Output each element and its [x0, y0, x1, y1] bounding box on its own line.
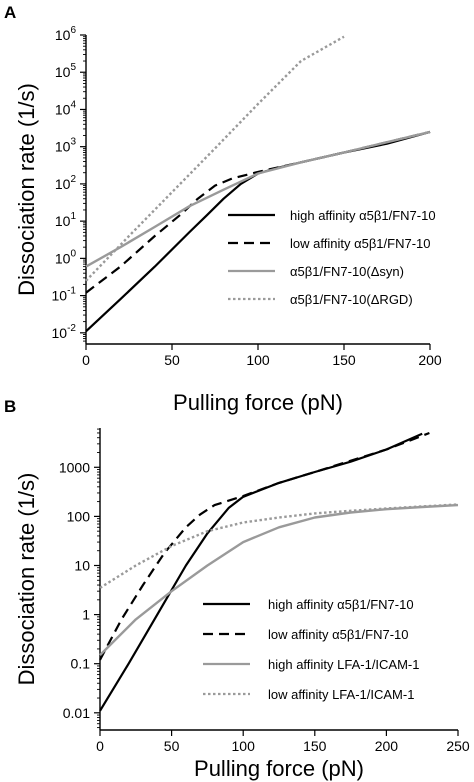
panel-a-series-line-3: [85, 130, 431, 268]
tick-label-base: 10: [55, 250, 71, 266]
panel-a-x-tick-label: 200: [418, 352, 442, 368]
panel-a-series-line-2: [85, 130, 431, 294]
panel-a-x-tick-label: 0: [82, 352, 90, 368]
panel-b-y-tick-label: 100: [67, 508, 91, 524]
panel-b-x-tick-label: 100: [232, 738, 256, 754]
tick-label-exponent: 4: [70, 99, 76, 110]
panel-a-y-axis-title: Dissociation rate (1/s): [14, 83, 39, 296]
panel-b-series-line-2: [99, 431, 430, 661]
tick-label-exponent: 0: [70, 248, 76, 259]
panel-a-legend-label-3: α5β1/FN7-10(Δsyn): [290, 264, 404, 279]
panel-b-x-tick-label: 150: [303, 738, 327, 754]
tick-label-base: 10: [55, 64, 71, 80]
panel-b-x-tick-label: 0: [96, 738, 104, 754]
panel-a-legend-label-2: low affinity α5β1/FN7-10: [290, 236, 430, 251]
panel-a-x-tick-label: 100: [246, 352, 270, 368]
panel-b-series-line-3: [99, 503, 459, 656]
tick-label-exponent: 3: [70, 137, 76, 148]
panel-b-x-axis-title: Pulling force (pN): [194, 756, 364, 781]
tick-label-base: 10: [55, 27, 71, 43]
panel-a: A 0 50 100 150 20010-210-1100101102103104105…: [4, 3, 442, 415]
panel-b-series-line-4: [99, 503, 459, 589]
panel-a-x-tick-label: 150: [332, 352, 356, 368]
panel-b-y-tick-label: 10: [74, 557, 90, 573]
panel-b-x-tick-label: 50: [164, 738, 180, 754]
tick-label-base: 10: [55, 213, 71, 229]
panel-a-y-tick-label: 10-2: [52, 323, 77, 341]
tick-label-exponent: 1: [70, 211, 76, 222]
panel-b-letter: B: [4, 397, 16, 416]
tick-label-base: 10: [55, 101, 71, 117]
panel-a-y-tick-label: 10-1: [52, 286, 77, 304]
panel-a-letter: A: [4, 3, 16, 22]
panel-a-y-tick-label: 100: [55, 248, 77, 266]
panel-b: B 0 50 100 150 200 250 0.01 0.1 1 10 100 1000 Pullin…: [4, 397, 470, 781]
panel-a-legend-label-4: α5β1/FN7-10(ΔRGD): [290, 292, 413, 307]
tick-label-exponent: 6: [70, 25, 76, 36]
panel-a-legend-label-1: high affinity α5β1/FN7-10: [290, 208, 436, 223]
panel-b-y-tick-label: 0.1: [71, 656, 91, 672]
panel-a-y-tick-label: 102: [55, 174, 77, 192]
tick-label-exponent: -2: [67, 323, 76, 334]
tick-label-exponent: 5: [70, 62, 76, 73]
panel-b-legend-label-3: high affinity LFA-1/ICAM-1: [268, 657, 420, 672]
panel-b-legend-label-1: high affinity α5β1/FN7-10: [268, 597, 414, 612]
panel-b-y-axis-title: Dissociation rate (1/s): [14, 473, 39, 686]
tick-label-base: 10: [52, 288, 68, 304]
panel-a-y-tick-label: 101: [55, 211, 77, 229]
tick-label-base: 10: [52, 325, 68, 341]
panel-b-legend-label-4: low affinity LFA-1/ICAM-1: [268, 687, 414, 702]
panel-b-legend-label-2: low affinity α5β1/FN7-10: [268, 627, 408, 642]
panel-a-y-tick-label: 106: [55, 25, 77, 43]
panel-b-x-tick-label: 200: [375, 738, 399, 754]
tick-label-base: 10: [55, 176, 71, 192]
tick-label-exponent: -1: [67, 286, 76, 297]
panel-b-y-tick-label: 0.01: [63, 705, 90, 721]
panel-a-series-line-4: [85, 35, 345, 282]
panel-b-x-tick-label: 250: [446, 738, 470, 754]
panel-a-x-axis-title: Pulling force (pN): [173, 390, 343, 415]
panel-b-y-tick-label: 1000: [59, 459, 90, 475]
panel-a-y-tick-label: 105: [55, 62, 77, 80]
panel-b-y-tick-label: 1: [82, 607, 90, 623]
tick-label-exponent: 2: [70, 174, 76, 185]
panel-a-x-tick-label: 50: [164, 352, 180, 368]
panel-a-y-tick-label: 103: [55, 137, 77, 155]
panel-a-y-tick-label: 104: [55, 99, 77, 117]
tick-label-base: 10: [55, 139, 71, 155]
